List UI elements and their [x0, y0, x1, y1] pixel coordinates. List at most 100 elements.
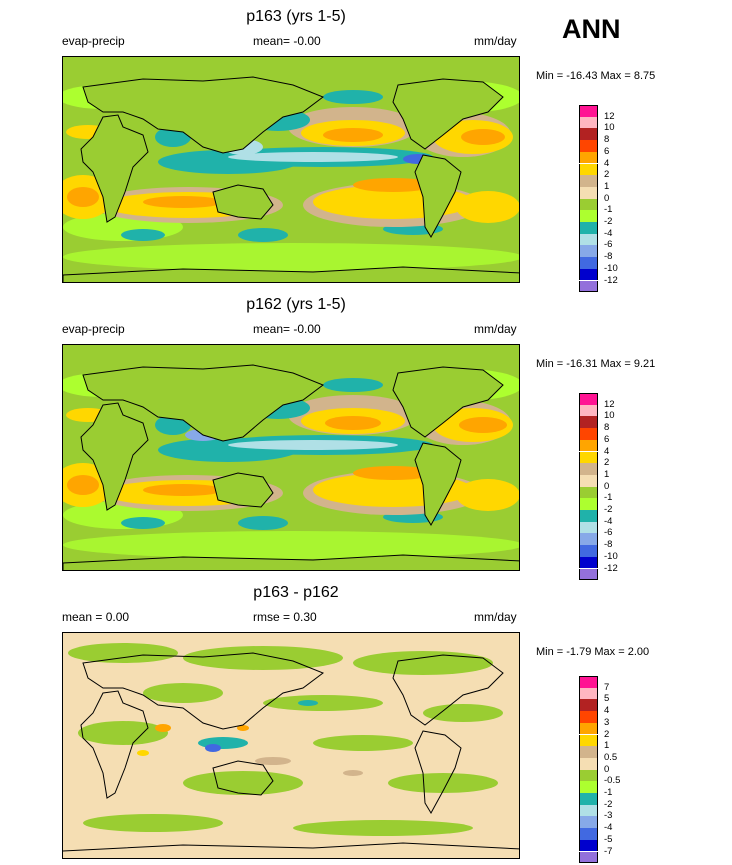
mean-label: mean = 0.00 [62, 610, 130, 624]
field-patch [293, 820, 473, 836]
field-patch [343, 770, 363, 776]
field-patch [183, 771, 303, 795]
mean-label: mean= -0.00 [253, 322, 321, 336]
colorbar-swatch [579, 769, 598, 782]
field-patch [238, 228, 288, 242]
colorbar-swatch [579, 734, 598, 747]
field-patch [68, 643, 178, 663]
field-patch [323, 90, 383, 104]
colorbar-swatch [579, 804, 598, 817]
field-patch [353, 178, 433, 192]
continent-south-america [414, 730, 462, 815]
field-patch [67, 475, 99, 495]
continent-antarctica [63, 554, 519, 570]
field-patch [143, 196, 223, 208]
colorbar-swatch [579, 463, 598, 475]
continent-australia [212, 760, 274, 796]
colorbar-tick-label: 8 [604, 422, 610, 434]
field-patch [461, 129, 505, 145]
colorbar-swatch [579, 198, 598, 211]
season-label: ANN [562, 14, 621, 44]
map-svg [63, 633, 519, 858]
continent-antarctica [63, 842, 519, 852]
min-max-label: Min = -1.79 Max = 2.00 [536, 646, 650, 658]
field-patch [353, 466, 433, 480]
field-patch [121, 517, 165, 529]
colorbar-swatch [579, 828, 598, 840]
colorbar-tick-label: -10 [604, 262, 618, 274]
colorbar-tick-label: 10 [604, 410, 615, 422]
colorbar-tick-label: 0.5 [604, 751, 618, 763]
min-max-label: Min = -16.43 Max = 8.75 [536, 70, 656, 82]
colorbar-swatch [579, 568, 598, 581]
colorbar-swatch [579, 676, 598, 688]
field-patch [121, 229, 165, 241]
field-patch [155, 724, 171, 732]
field-patch [183, 646, 343, 670]
colorbar-swatch [579, 757, 598, 770]
colorbar-tick-label: -2 [604, 216, 613, 227]
continent-africa [80, 402, 149, 511]
continent-south-america [414, 442, 462, 527]
colorbar-swatch [579, 486, 598, 499]
continent-australia [212, 184, 274, 220]
colorbar-swatch [579, 451, 598, 464]
colorbar-swatch [579, 711, 598, 723]
field-patch [238, 516, 288, 530]
field-patch [313, 735, 413, 751]
colorbar-tick-label: -1 [604, 204, 613, 216]
colorbar-tick-label: -4 [604, 822, 613, 834]
colorbar-swatch [579, 851, 598, 864]
colorbar-tick-label: 2 [604, 169, 610, 181]
colorbar-tick-label: 0 [604, 192, 610, 204]
colorbar-swatch [579, 268, 598, 281]
colorbar-tick-label: 2 [604, 457, 610, 469]
continent-eurasia [82, 652, 325, 730]
colorbar-tick-label: 0 [604, 763, 610, 775]
colorbar-swatch [579, 474, 598, 487]
continent-africa [80, 114, 149, 223]
continent-eurasia [82, 364, 325, 442]
colorbar-tick-label: -1 [604, 492, 613, 504]
colorbar-tick-label: 1 [604, 468, 610, 480]
colorbar-tick-label: 4 [604, 157, 610, 169]
panel-difference: p163 - p162 mean = 0.00 rmse = 0.30 mm/d… [0, 576, 732, 864]
field-patch [137, 750, 149, 756]
colorbar-tick-label: 3 [604, 716, 610, 728]
colorbar-swatch [579, 280, 598, 293]
colorbar-swatch [579, 746, 598, 758]
units-label: mm/day [474, 610, 517, 624]
map-field [62, 56, 520, 283]
colorbar-swatch [579, 140, 598, 152]
colorbar-swatch [579, 533, 598, 546]
field-patch [143, 484, 223, 496]
colorbar-tick-label: 10 [604, 122, 615, 134]
map-svg [63, 345, 519, 570]
field-patch [456, 191, 519, 223]
colorbar-swatch [579, 687, 598, 700]
colorbar-swatch [579, 163, 598, 176]
colorbar-tick-label: 8 [604, 134, 610, 146]
colorbar-tick-label: -6 [604, 527, 613, 539]
colorbar-tick-label: -2 [604, 798, 613, 810]
field-patch [67, 187, 99, 207]
colorbar-swatch [579, 439, 598, 452]
continent-africa [80, 690, 149, 799]
colorbar-swatch [579, 699, 598, 712]
colorbar-tick-label: -0.5 [604, 775, 621, 787]
field-patch [63, 531, 519, 559]
colorbar-tick-label: -12 [604, 562, 618, 574]
colorbar-tick-label: -5 [604, 833, 613, 845]
min-max-label: Min = -16.31 Max = 9.21 [536, 358, 656, 370]
field-patch [263, 695, 383, 711]
colorbar-tick-label: 6 [604, 145, 610, 157]
mean-label: mean= -0.00 [253, 34, 321, 48]
field-patch [205, 744, 221, 752]
colorbar-tick-label: 2 [604, 728, 610, 740]
colorbar-tick-label: 0 [604, 480, 610, 492]
colorbar-tick-label: -8 [604, 539, 613, 551]
colorbar-tick-label: 6 [604, 433, 610, 445]
colorbar-swatch [579, 498, 598, 510]
field-patch [63, 243, 519, 271]
panel-p163: p163 (yrs 1-5) evap-precip mean= -0.00 m… [0, 0, 732, 293]
